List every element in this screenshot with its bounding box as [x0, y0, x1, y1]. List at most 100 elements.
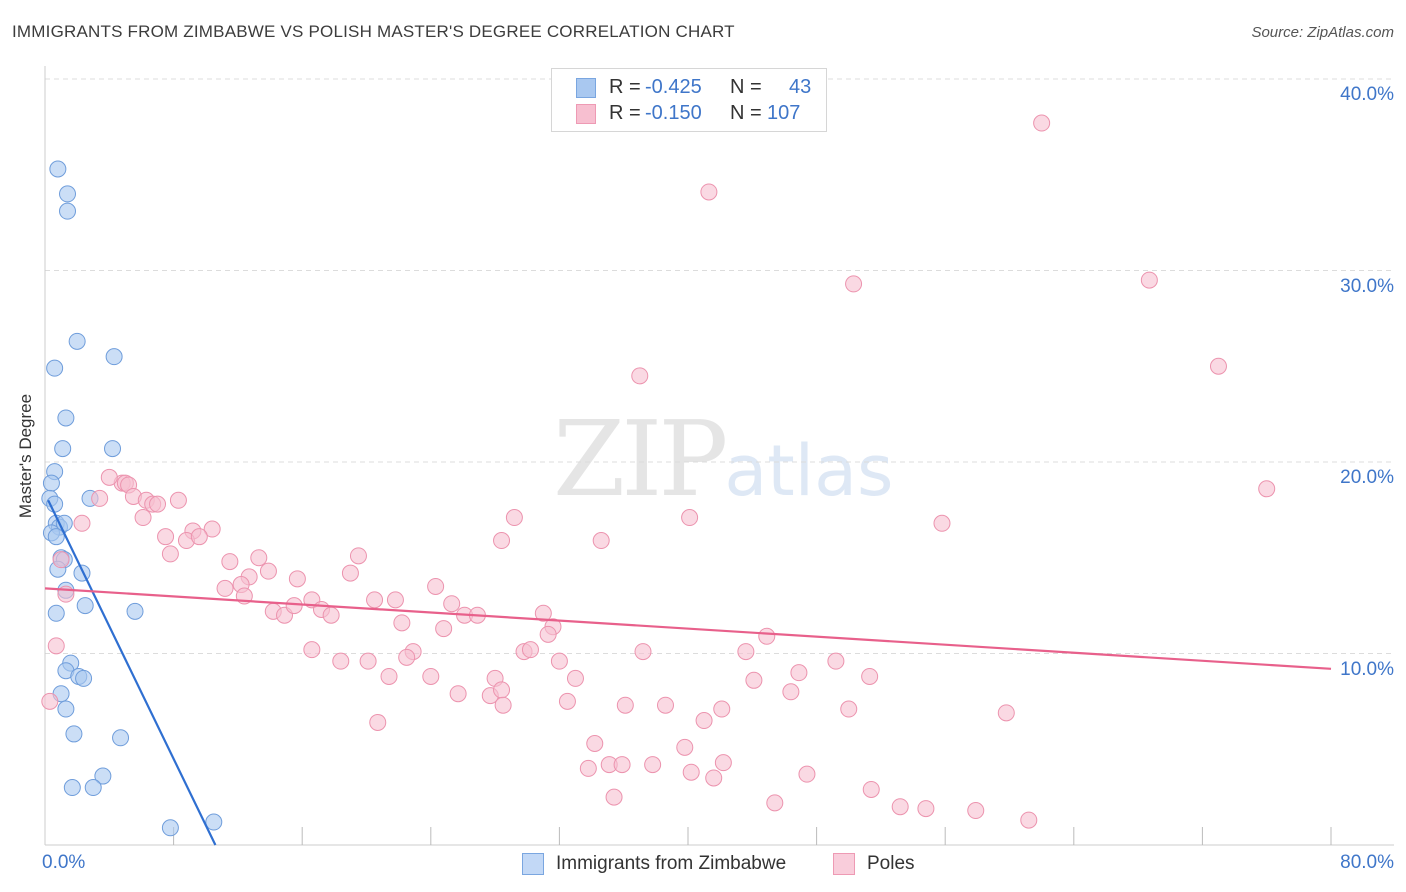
data-point	[47, 528, 65, 546]
data-point	[84, 779, 102, 797]
series-zimbabwe	[41, 160, 223, 837]
chart-source: Source: ZipAtlas.com	[1251, 24, 1394, 41]
data-point	[68, 332, 86, 350]
data-point	[422, 667, 440, 685]
data-point	[349, 547, 367, 565]
zimbabwe-legend-swatch	[522, 853, 544, 875]
trend-line-poles	[44, 587, 1332, 670]
data-point	[827, 652, 845, 670]
data-point	[104, 440, 122, 458]
data-point	[435, 620, 453, 638]
data-point	[790, 664, 808, 682]
data-point	[766, 794, 784, 812]
data-point	[700, 183, 718, 201]
data-point	[493, 532, 511, 550]
data-point	[539, 625, 557, 643]
data-point	[303, 641, 321, 659]
data-point	[676, 738, 694, 756]
data-point	[332, 652, 350, 670]
data-point	[259, 562, 277, 580]
data-point	[57, 409, 75, 427]
data-point	[891, 798, 909, 816]
data-point	[845, 275, 863, 293]
data-point	[76, 597, 94, 615]
data-point	[997, 704, 1015, 722]
data-point	[656, 696, 674, 714]
data-point	[494, 696, 512, 714]
data-point	[566, 669, 584, 687]
data-point	[203, 520, 221, 538]
data-point	[534, 604, 552, 622]
stats-legend: R = -0.425 N = 43 R = -0.150 N = 107	[551, 68, 827, 132]
legend-label-poles: Poles	[867, 853, 915, 874]
data-point	[59, 202, 77, 220]
trend-line-zimbabwe	[47, 499, 217, 846]
data-point	[1033, 114, 1051, 132]
data-point	[493, 681, 511, 699]
watermark: ZIPatlas	[553, 398, 893, 520]
data-point	[386, 591, 404, 609]
data-point	[605, 788, 623, 806]
data-point	[47, 637, 65, 655]
data-point	[634, 643, 652, 661]
legend-label-zimbabwe: Immigrants from Zimbabwe	[556, 853, 787, 874]
data-point	[105, 348, 123, 366]
data-point	[745, 671, 763, 689]
data-point	[933, 514, 951, 532]
data-point	[449, 685, 467, 703]
data-point	[54, 440, 72, 458]
data-point	[149, 495, 167, 513]
data-point	[682, 763, 700, 781]
data-point	[616, 696, 634, 714]
data-point	[221, 553, 239, 571]
points-layer	[41, 114, 1276, 837]
watermark-zip: ZIP	[553, 398, 728, 520]
r-label: R =	[609, 76, 641, 98]
data-point	[1258, 480, 1276, 498]
data-point	[63, 779, 81, 797]
data-point	[1209, 357, 1227, 375]
data-point	[586, 735, 604, 753]
data-point	[592, 532, 610, 550]
n-value: 107	[767, 102, 801, 124]
data-point	[288, 570, 306, 588]
trend-layer	[44, 499, 1332, 846]
data-point	[134, 509, 152, 527]
data-point	[398, 648, 416, 666]
axes-layer	[44, 66, 1394, 846]
data-point	[798, 765, 816, 783]
n-value: 43	[789, 76, 812, 98]
data-point	[758, 627, 776, 645]
data-point	[737, 643, 755, 661]
chart-title: IMMIGRANTS FROM ZIMBABWE VS POLISH MASTE…	[12, 22, 735, 41]
data-point	[190, 528, 208, 546]
data-point	[42, 474, 60, 492]
data-point	[59, 185, 77, 203]
watermark-atlas: atlas	[724, 430, 894, 512]
r-value: -0.150	[645, 102, 702, 124]
grid-layer	[45, 78, 1394, 654]
data-point	[967, 802, 985, 820]
y-tick-label: 30.0%	[1340, 275, 1394, 297]
y-tick-label: 40.0%	[1340, 84, 1394, 105]
data-point	[41, 692, 59, 710]
data-point	[550, 652, 568, 670]
data-point	[579, 759, 597, 777]
series-poles	[41, 114, 1276, 829]
data-point	[695, 712, 713, 730]
data-point	[644, 756, 662, 774]
data-point	[681, 509, 699, 527]
data-point	[369, 713, 387, 731]
data-point	[46, 359, 64, 377]
data-point	[161, 545, 179, 563]
data-point	[380, 667, 398, 685]
data-point	[714, 754, 732, 772]
data-point	[47, 604, 65, 622]
data-point	[443, 595, 461, 613]
y-tick-label: 20.0%	[1340, 467, 1394, 488]
data-point	[205, 813, 223, 831]
data-point	[216, 579, 234, 597]
poles-legend-swatch	[833, 853, 855, 875]
data-point	[366, 591, 384, 609]
n-label: N =	[730, 76, 762, 98]
